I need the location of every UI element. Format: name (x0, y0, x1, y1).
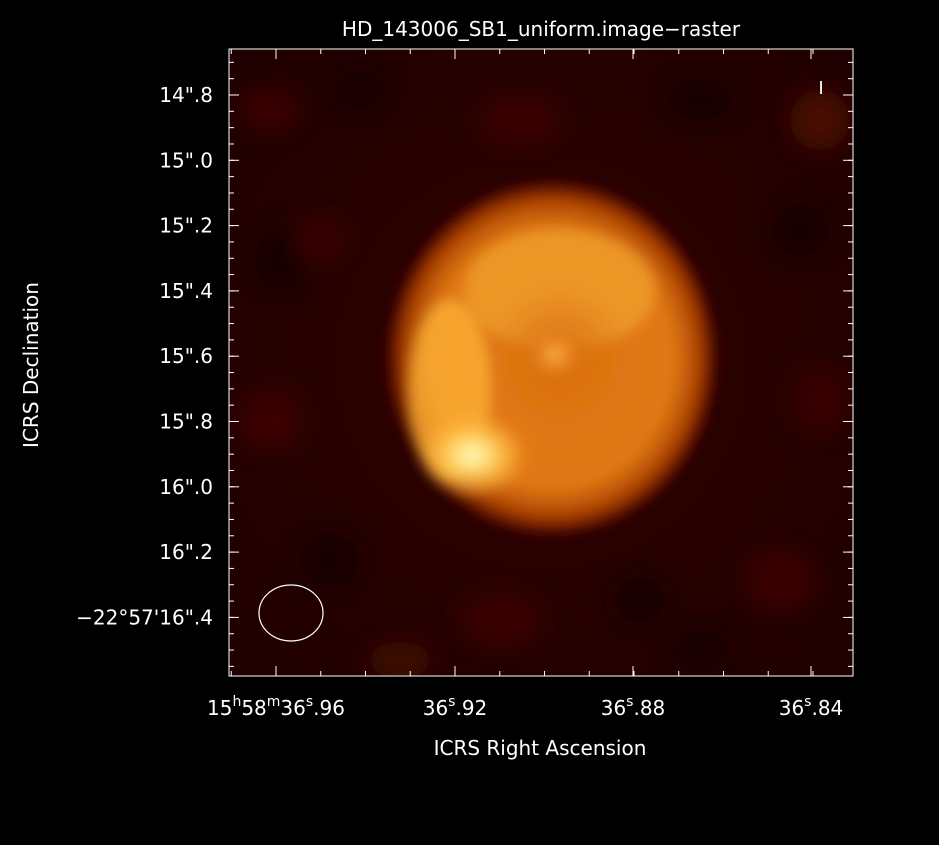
stokes-label: I (818, 78, 823, 99)
y-tick-label: 16".2 (159, 540, 213, 564)
x-tick-label: 36s.92 (423, 694, 488, 720)
plot-title: HD_143006_SB1_uniform.image−raster (342, 17, 741, 41)
y-tick-label: 15".8 (159, 410, 213, 434)
y-tick-label: 15".0 (159, 148, 213, 172)
y-tick-label: 16".0 (159, 475, 213, 499)
y-tick-label: 15".6 (159, 344, 213, 368)
noise-pattern (240, 70, 850, 676)
raster-image[interactable] (229, 49, 853, 678)
beam-ellipse (258, 584, 324, 642)
y-tick-label: 15".2 (159, 214, 213, 238)
y-tick-labels: 14".8 15".0 15".2 15".4 15".6 15".8 16".0 16".2… (76, 83, 213, 629)
x-tick-label: 36s.88 (601, 694, 666, 720)
x-tick-labels: 15h58m36s.96 36s.92 36s.88 36s.84 (207, 694, 843, 720)
y-tick-label: −22°57'16".4 (76, 605, 213, 629)
axis-ticks (229, 49, 853, 676)
y-tick-label: 15".4 (159, 279, 213, 303)
x-tick-label: 15h58m36s.96 (207, 694, 345, 720)
x-axis-label: ICRS Right Ascension (434, 736, 647, 760)
x-tick-label: 36s.84 (779, 694, 844, 720)
y-tick-label: 14".8 (159, 83, 213, 107)
y-axis-label: ICRS Declination (19, 282, 43, 448)
disk-emission (384, 178, 720, 538)
plot-frame (228, 48, 854, 677)
